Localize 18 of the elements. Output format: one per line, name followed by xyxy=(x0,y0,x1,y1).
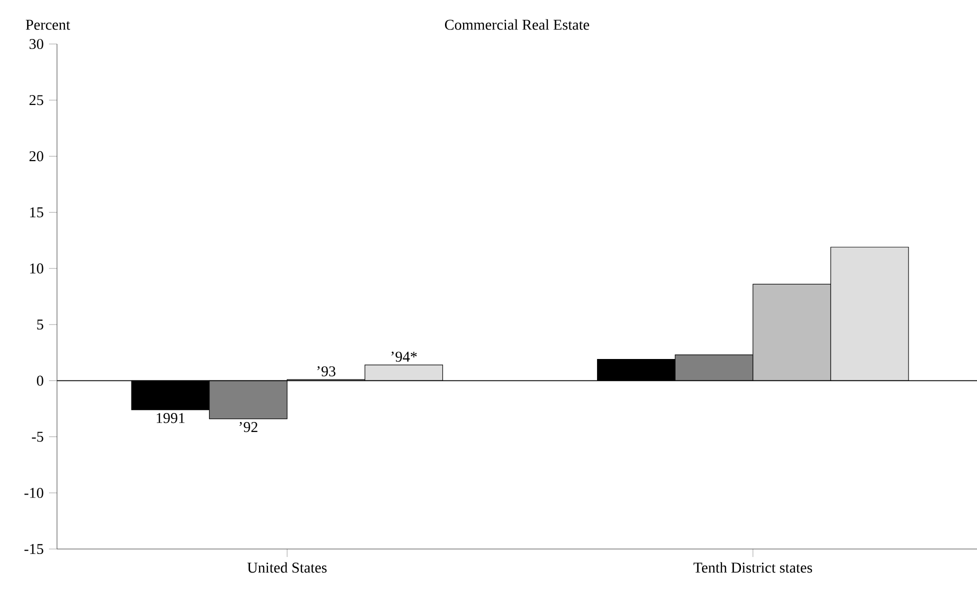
series-label: ’92 xyxy=(240,422,258,432)
series-label: 1991 xyxy=(156,413,184,424)
y-tick-label: -15 xyxy=(24,544,44,554)
x-tick-label: Tenth District states xyxy=(694,562,812,573)
y-tick-label: 5 xyxy=(37,320,44,330)
x-tick-label: United States xyxy=(247,562,327,573)
y-tick-label: 10 xyxy=(30,263,44,274)
y-tick-label: 30 xyxy=(30,38,44,50)
y-tick-label: 25 xyxy=(30,95,44,106)
chart-title: Commercial Real Estate xyxy=(444,19,590,30)
series-label: ’94* xyxy=(391,352,417,362)
y-tick-label: 0 xyxy=(36,376,44,386)
y-axis-title: Percent xyxy=(26,20,70,30)
y-tick-label: 20 xyxy=(30,151,44,162)
series-label: ’93 xyxy=(317,366,336,376)
y-tick-label: 15 xyxy=(30,207,44,218)
y-tick-label: -10 xyxy=(24,488,44,498)
y-tick-label: -5 xyxy=(32,432,44,442)
